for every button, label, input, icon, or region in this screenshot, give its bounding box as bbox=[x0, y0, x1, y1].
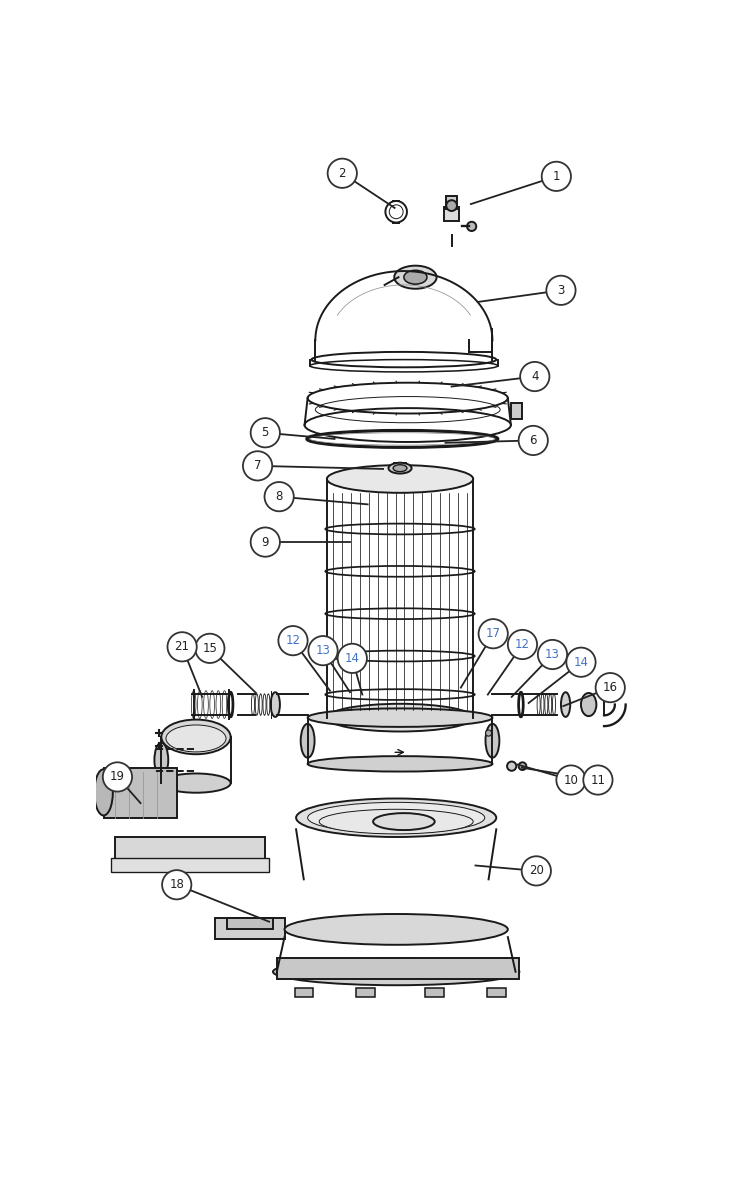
Ellipse shape bbox=[296, 798, 496, 838]
Circle shape bbox=[507, 762, 517, 770]
Ellipse shape bbox=[301, 724, 314, 757]
Circle shape bbox=[522, 857, 551, 886]
Circle shape bbox=[519, 762, 526, 770]
Ellipse shape bbox=[561, 692, 570, 716]
Bar bbox=[111, 858, 269, 871]
Ellipse shape bbox=[404, 270, 427, 284]
Bar bbox=[511, 403, 522, 419]
Text: 13: 13 bbox=[545, 648, 560, 661]
Circle shape bbox=[446, 200, 457, 211]
Ellipse shape bbox=[308, 803, 485, 833]
Ellipse shape bbox=[273, 959, 520, 985]
Circle shape bbox=[250, 418, 280, 448]
Ellipse shape bbox=[327, 703, 473, 732]
Text: 14: 14 bbox=[574, 655, 589, 668]
Ellipse shape bbox=[308, 708, 493, 727]
Text: 6: 6 bbox=[529, 434, 537, 446]
Circle shape bbox=[508, 630, 537, 659]
Bar bbox=[444, 208, 459, 221]
Circle shape bbox=[338, 643, 367, 673]
Circle shape bbox=[520, 362, 550, 391]
Circle shape bbox=[196, 634, 224, 662]
Bar bbox=[446, 197, 457, 209]
Bar bbox=[215, 918, 284, 940]
Circle shape bbox=[162, 870, 191, 899]
Ellipse shape bbox=[162, 720, 231, 755]
Ellipse shape bbox=[319, 809, 473, 834]
Text: 13: 13 bbox=[316, 644, 330, 658]
Ellipse shape bbox=[154, 743, 168, 778]
Text: 18: 18 bbox=[169, 878, 184, 892]
Bar bbox=[394, 463, 406, 472]
Text: 11: 11 bbox=[590, 774, 605, 786]
Text: 17: 17 bbox=[486, 628, 501, 641]
Text: 14: 14 bbox=[344, 652, 359, 665]
Text: 5: 5 bbox=[262, 426, 269, 439]
Text: 16: 16 bbox=[603, 682, 617, 694]
Text: 1: 1 bbox=[553, 170, 560, 182]
Circle shape bbox=[308, 636, 338, 665]
Ellipse shape bbox=[162, 774, 231, 793]
Ellipse shape bbox=[581, 694, 596, 716]
Circle shape bbox=[584, 766, 613, 794]
Text: 12: 12 bbox=[286, 634, 301, 647]
Circle shape bbox=[556, 766, 586, 794]
Bar bbox=[104, 768, 177, 817]
Ellipse shape bbox=[393, 464, 407, 472]
Circle shape bbox=[467, 222, 476, 232]
Circle shape bbox=[566, 648, 596, 677]
Text: 21: 21 bbox=[174, 641, 190, 653]
Text: 3: 3 bbox=[557, 283, 565, 296]
Circle shape bbox=[278, 626, 308, 655]
Bar bbox=[115, 838, 265, 864]
Ellipse shape bbox=[308, 756, 493, 772]
Circle shape bbox=[243, 451, 272, 480]
Circle shape bbox=[486, 730, 492, 736]
Circle shape bbox=[478, 619, 508, 648]
Circle shape bbox=[596, 673, 625, 702]
Text: 4: 4 bbox=[531, 370, 538, 383]
Bar bbox=[295, 988, 313, 997]
Bar bbox=[487, 988, 505, 997]
Text: 7: 7 bbox=[254, 460, 262, 473]
Circle shape bbox=[541, 162, 571, 191]
Bar bbox=[277, 958, 520, 979]
Circle shape bbox=[328, 158, 357, 188]
Bar bbox=[426, 988, 444, 997]
Ellipse shape bbox=[389, 463, 411, 474]
Text: 2: 2 bbox=[338, 167, 346, 180]
Text: 8: 8 bbox=[275, 490, 283, 503]
Ellipse shape bbox=[327, 466, 473, 493]
Circle shape bbox=[250, 528, 280, 557]
Ellipse shape bbox=[166, 725, 226, 752]
Ellipse shape bbox=[284, 914, 508, 944]
Circle shape bbox=[168, 632, 197, 661]
Ellipse shape bbox=[486, 724, 499, 757]
Circle shape bbox=[265, 482, 294, 511]
Circle shape bbox=[519, 426, 548, 455]
Text: 10: 10 bbox=[563, 774, 578, 786]
Ellipse shape bbox=[394, 265, 437, 289]
Circle shape bbox=[547, 276, 575, 305]
Text: 20: 20 bbox=[529, 864, 544, 877]
Circle shape bbox=[538, 640, 567, 670]
Ellipse shape bbox=[94, 769, 113, 816]
Circle shape bbox=[103, 762, 132, 792]
Bar bbox=[356, 988, 374, 997]
Text: 19: 19 bbox=[110, 770, 125, 784]
Bar bbox=[227, 918, 273, 929]
Text: 12: 12 bbox=[515, 638, 530, 650]
Text: 15: 15 bbox=[202, 642, 217, 655]
Ellipse shape bbox=[373, 814, 435, 830]
Ellipse shape bbox=[271, 692, 280, 716]
Ellipse shape bbox=[395, 463, 405, 469]
Text: 9: 9 bbox=[262, 535, 269, 548]
